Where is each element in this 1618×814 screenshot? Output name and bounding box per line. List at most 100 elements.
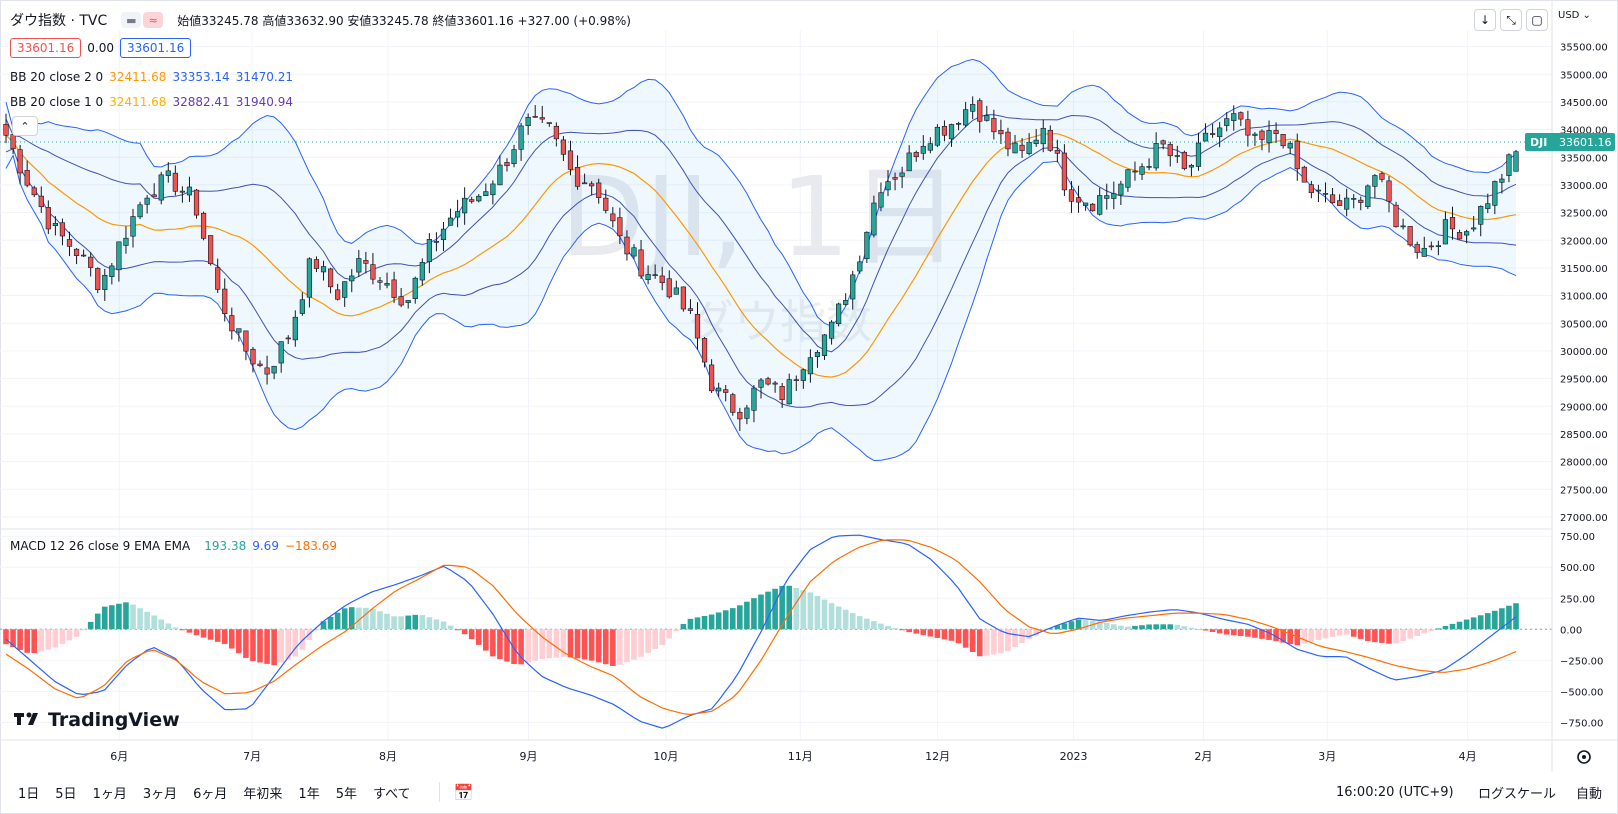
candle[interactable] bbox=[285, 335, 291, 344]
candle[interactable] bbox=[1019, 138, 1025, 158]
candle[interactable] bbox=[271, 365, 277, 380]
candle[interactable] bbox=[356, 249, 362, 278]
candle[interactable] bbox=[539, 105, 545, 123]
candle[interactable] bbox=[1146, 158, 1152, 171]
candle[interactable] bbox=[278, 341, 284, 373]
candle[interactable] bbox=[469, 196, 475, 204]
clock-time[interactable]: 16:00:20 (UTC+9) bbox=[1336, 784, 1454, 800]
candle[interactable] bbox=[342, 281, 348, 307]
candle[interactable] bbox=[836, 302, 842, 327]
candle[interactable] bbox=[892, 172, 898, 191]
candle[interactable] bbox=[1195, 132, 1202, 171]
candle[interactable] bbox=[1202, 123, 1209, 142]
candle[interactable] bbox=[1400, 218, 1406, 230]
candle[interactable] bbox=[596, 178, 602, 204]
candle[interactable] bbox=[737, 407, 743, 431]
candle[interactable] bbox=[1181, 150, 1187, 171]
candle[interactable] bbox=[730, 392, 736, 416]
ask-box[interactable]: 33601.16 bbox=[119, 38, 192, 58]
candle[interactable] bbox=[462, 187, 468, 225]
candle[interactable] bbox=[109, 262, 115, 285]
candle[interactable] bbox=[1365, 184, 1371, 209]
bb-basis-line[interactable] bbox=[5, 133, 1517, 378]
candle[interactable] bbox=[370, 253, 376, 285]
candle[interactable] bbox=[779, 383, 785, 408]
candle[interactable] bbox=[589, 181, 595, 196]
calendar-icon[interactable]: 📅 bbox=[453, 782, 474, 802]
candle[interactable] bbox=[349, 269, 355, 293]
candle[interactable] bbox=[1358, 196, 1364, 211]
macd-legend[interactable]: MACD 12 26 close 9 EMA EMA 193.38 9.69 −… bbox=[10, 539, 337, 553]
candle[interactable] bbox=[638, 240, 644, 279]
candle[interactable] bbox=[631, 244, 637, 259]
candle[interactable] bbox=[1322, 182, 1329, 203]
candle[interactable] bbox=[384, 272, 390, 289]
candle[interactable] bbox=[391, 271, 397, 303]
candle[interactable] bbox=[250, 347, 256, 373]
range-7[interactable]: 5年 bbox=[335, 786, 357, 802]
candle[interactable] bbox=[17, 144, 23, 185]
candle[interactable] bbox=[1047, 125, 1053, 152]
candle[interactable] bbox=[144, 195, 150, 214]
macd-line[interactable] bbox=[5, 534, 1517, 729]
candle[interactable] bbox=[1209, 123, 1216, 138]
candle[interactable] bbox=[1492, 180, 1498, 215]
candle[interactable] bbox=[814, 350, 821, 368]
candle[interactable] bbox=[709, 359, 715, 393]
candle[interactable] bbox=[1061, 144, 1068, 196]
candle[interactable] bbox=[1379, 171, 1385, 183]
candle[interactable] bbox=[1308, 180, 1314, 199]
pane-menu-button[interactable]: ▢ bbox=[1526, 9, 1548, 31]
maximize-button[interactable]: ⤡ bbox=[1500, 9, 1522, 31]
candle[interactable] bbox=[299, 292, 305, 316]
candle[interactable] bbox=[765, 376, 771, 386]
bb2-legend[interactable]: BB 20 close 1 0 32411.68 32882.41 31940.… bbox=[10, 95, 293, 109]
candle[interactable] bbox=[1315, 184, 1322, 203]
candle[interactable] bbox=[1421, 236, 1427, 257]
candle[interactable] bbox=[1386, 176, 1392, 213]
candle[interactable] bbox=[680, 286, 686, 312]
range-8[interactable]: すべて bbox=[372, 786, 411, 802]
candle[interactable] bbox=[1301, 165, 1307, 183]
candle[interactable] bbox=[1351, 194, 1357, 209]
candle[interactable] bbox=[850, 270, 856, 310]
candle[interactable] bbox=[1252, 132, 1258, 146]
bb1-upper-line[interactable] bbox=[5, 58, 1517, 328]
candle[interactable] bbox=[38, 186, 44, 213]
candle[interactable] bbox=[179, 186, 186, 203]
candle[interactable] bbox=[200, 211, 207, 241]
candle[interactable] bbox=[546, 122, 552, 127]
candle[interactable] bbox=[73, 248, 80, 265]
bb1-legend[interactable]: BB 20 close 2 0 32411.68 33353.14 31470.… bbox=[10, 70, 293, 84]
candle[interactable] bbox=[116, 241, 122, 282]
candle[interactable] bbox=[871, 195, 877, 238]
candle[interactable] bbox=[723, 385, 729, 402]
candle[interactable] bbox=[913, 150, 919, 162]
candle[interactable] bbox=[1294, 133, 1300, 181]
log-scale-toggle[interactable]: ログスケール bbox=[1478, 786, 1557, 802]
candle[interactable] bbox=[532, 105, 538, 118]
candle[interactable] bbox=[1167, 141, 1173, 167]
tradingview-logo[interactable]: TradingView bbox=[14, 709, 180, 731]
candle[interactable] bbox=[264, 355, 270, 385]
candle[interactable] bbox=[1153, 132, 1159, 171]
candle[interactable] bbox=[1287, 140, 1293, 155]
candle[interactable] bbox=[1329, 187, 1336, 204]
candle[interactable] bbox=[666, 270, 672, 299]
candle[interactable] bbox=[1075, 185, 1082, 213]
candle[interactable] bbox=[793, 375, 799, 391]
candle[interactable] bbox=[1104, 183, 1110, 210]
candle[interactable] bbox=[1456, 229, 1463, 240]
bid-box[interactable]: 33601.16 bbox=[10, 38, 82, 58]
candle[interactable] bbox=[1139, 163, 1145, 180]
candle[interactable] bbox=[1005, 127, 1011, 157]
candle[interactable] bbox=[906, 145, 912, 172]
candle[interactable] bbox=[454, 199, 461, 228]
candle[interactable] bbox=[412, 276, 418, 304]
candle[interactable] bbox=[158, 171, 164, 205]
candle[interactable] bbox=[673, 280, 679, 295]
bb1-lower-line[interactable] bbox=[5, 154, 1517, 462]
candle[interactable] bbox=[31, 185, 37, 198]
candle[interactable] bbox=[1259, 129, 1265, 151]
symbol-title[interactable]: ダウ指数 · TVC bbox=[10, 13, 108, 29]
